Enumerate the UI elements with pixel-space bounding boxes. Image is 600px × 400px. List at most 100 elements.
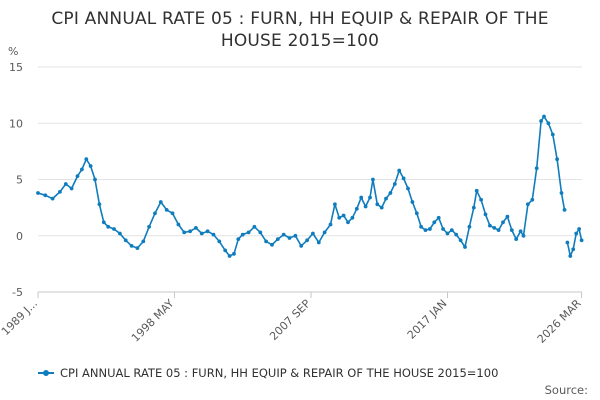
data-point[interactable] bbox=[346, 220, 350, 225]
data-point[interactable] bbox=[397, 168, 402, 173]
data-point[interactable] bbox=[574, 231, 579, 236]
data-point[interactable] bbox=[341, 213, 346, 218]
data-point[interactable] bbox=[436, 215, 441, 220]
data-point[interactable] bbox=[118, 231, 122, 236]
data-point[interactable] bbox=[328, 222, 333, 227]
data-point[interactable] bbox=[101, 220, 106, 225]
data-point[interactable] bbox=[69, 186, 74, 191]
data-point[interactable] bbox=[539, 119, 543, 123]
data-point[interactable] bbox=[371, 177, 375, 182]
data-point[interactable] bbox=[158, 200, 163, 204]
data-point[interactable] bbox=[199, 231, 204, 236]
data-point[interactable] bbox=[530, 197, 535, 202]
data-point[interactable] bbox=[514, 237, 519, 242]
data-point[interactable] bbox=[359, 195, 364, 200]
data-point[interactable] bbox=[112, 227, 116, 231]
data-point[interactable] bbox=[217, 239, 222, 244]
data-point[interactable] bbox=[287, 236, 292, 240]
data-point[interactable] bbox=[227, 254, 232, 258]
data-point[interactable] bbox=[410, 200, 415, 204]
data-point[interactable] bbox=[106, 224, 111, 229]
data-point[interactable] bbox=[141, 239, 146, 244]
data-point[interactable] bbox=[176, 222, 181, 227]
data-point[interactable] bbox=[501, 220, 505, 225]
data-point[interactable] bbox=[322, 230, 327, 235]
data-point[interactable] bbox=[311, 231, 315, 236]
data-point[interactable] bbox=[88, 164, 93, 168]
data-point[interactable] bbox=[337, 215, 342, 220]
data-point[interactable] bbox=[471, 205, 476, 210]
data-point[interactable] bbox=[211, 232, 216, 237]
data-point[interactable] bbox=[518, 229, 523, 234]
data-point[interactable] bbox=[379, 205, 384, 210]
data-point[interactable] bbox=[414, 211, 419, 216]
data-point[interactable] bbox=[258, 230, 263, 235]
data-point[interactable] bbox=[565, 240, 570, 245]
data-point[interactable] bbox=[43, 193, 48, 198]
data-point[interactable] bbox=[281, 232, 286, 237]
data-point[interactable] bbox=[232, 251, 236, 256]
data-point[interactable] bbox=[392, 182, 397, 186]
legend[interactable]: CPI ANNUAL RATE 05 : FURN, HH EQUIP & RE… bbox=[38, 364, 498, 382]
data-point[interactable] bbox=[534, 166, 539, 171]
data-point[interactable] bbox=[441, 227, 445, 231]
data-point[interactable] bbox=[467, 224, 472, 229]
data-point[interactable] bbox=[463, 245, 467, 249]
data-point[interactable] bbox=[509, 228, 514, 233]
data-point[interactable] bbox=[368, 195, 372, 200]
data-point[interactable] bbox=[188, 229, 193, 234]
data-point[interactable] bbox=[388, 191, 393, 195]
data-point[interactable] bbox=[194, 226, 198, 230]
data-point[interactable] bbox=[350, 215, 355, 220]
data-point[interactable] bbox=[135, 246, 140, 251]
data-point[interactable] bbox=[488, 223, 492, 228]
data-point[interactable] bbox=[182, 230, 187, 235]
data-point[interactable] bbox=[562, 208, 567, 212]
data-point[interactable] bbox=[428, 227, 432, 231]
data-point[interactable] bbox=[419, 224, 423, 229]
data-point[interactable] bbox=[275, 237, 280, 242]
data-point[interactable] bbox=[579, 238, 584, 243]
data-point[interactable] bbox=[559, 191, 564, 195]
data-point[interactable] bbox=[521, 233, 526, 238]
data-point[interactable] bbox=[293, 233, 298, 238]
data-point[interactable] bbox=[170, 211, 175, 216]
data-point[interactable] bbox=[423, 228, 428, 233]
data-point[interactable] bbox=[449, 228, 454, 233]
data-point[interactable] bbox=[36, 191, 40, 195]
data-point[interactable] bbox=[270, 242, 274, 247]
data-point[interactable] bbox=[492, 226, 497, 230]
data-point[interactable] bbox=[458, 238, 463, 243]
data-point[interactable] bbox=[432, 220, 437, 225]
data-point[interactable] bbox=[363, 204, 368, 209]
data-point[interactable] bbox=[153, 211, 157, 216]
data-point[interactable] bbox=[75, 174, 80, 179]
data-point[interactable] bbox=[97, 202, 102, 207]
data-point[interactable] bbox=[316, 240, 321, 245]
data-point[interactable] bbox=[375, 202, 380, 207]
data-point[interactable] bbox=[84, 157, 89, 162]
data-point[interactable] bbox=[496, 228, 501, 233]
data-point[interactable] bbox=[305, 238, 309, 243]
data-point[interactable] bbox=[555, 157, 559, 162]
data-point[interactable] bbox=[123, 238, 128, 243]
data-point[interactable] bbox=[550, 132, 555, 137]
data-point[interactable] bbox=[246, 230, 251, 235]
data-point[interactable] bbox=[546, 121, 551, 126]
data-point[interactable] bbox=[129, 244, 134, 248]
data-point[interactable] bbox=[205, 229, 210, 234]
data-point[interactable] bbox=[483, 212, 488, 217]
data-point[interactable] bbox=[577, 227, 581, 231]
data-point[interactable] bbox=[479, 197, 483, 202]
data-point[interactable] bbox=[333, 202, 337, 207]
data-point[interactable] bbox=[401, 176, 406, 181]
data-point[interactable] bbox=[147, 224, 152, 229]
data-point[interactable] bbox=[505, 214, 510, 219]
data-point[interactable] bbox=[571, 247, 576, 252]
data-point[interactable] bbox=[164, 208, 169, 212]
data-point[interactable] bbox=[568, 254, 573, 258]
data-point[interactable] bbox=[542, 114, 546, 119]
data-point[interactable] bbox=[454, 232, 459, 237]
data-point[interactable] bbox=[63, 182, 68, 186]
data-point[interactable] bbox=[445, 231, 450, 236]
